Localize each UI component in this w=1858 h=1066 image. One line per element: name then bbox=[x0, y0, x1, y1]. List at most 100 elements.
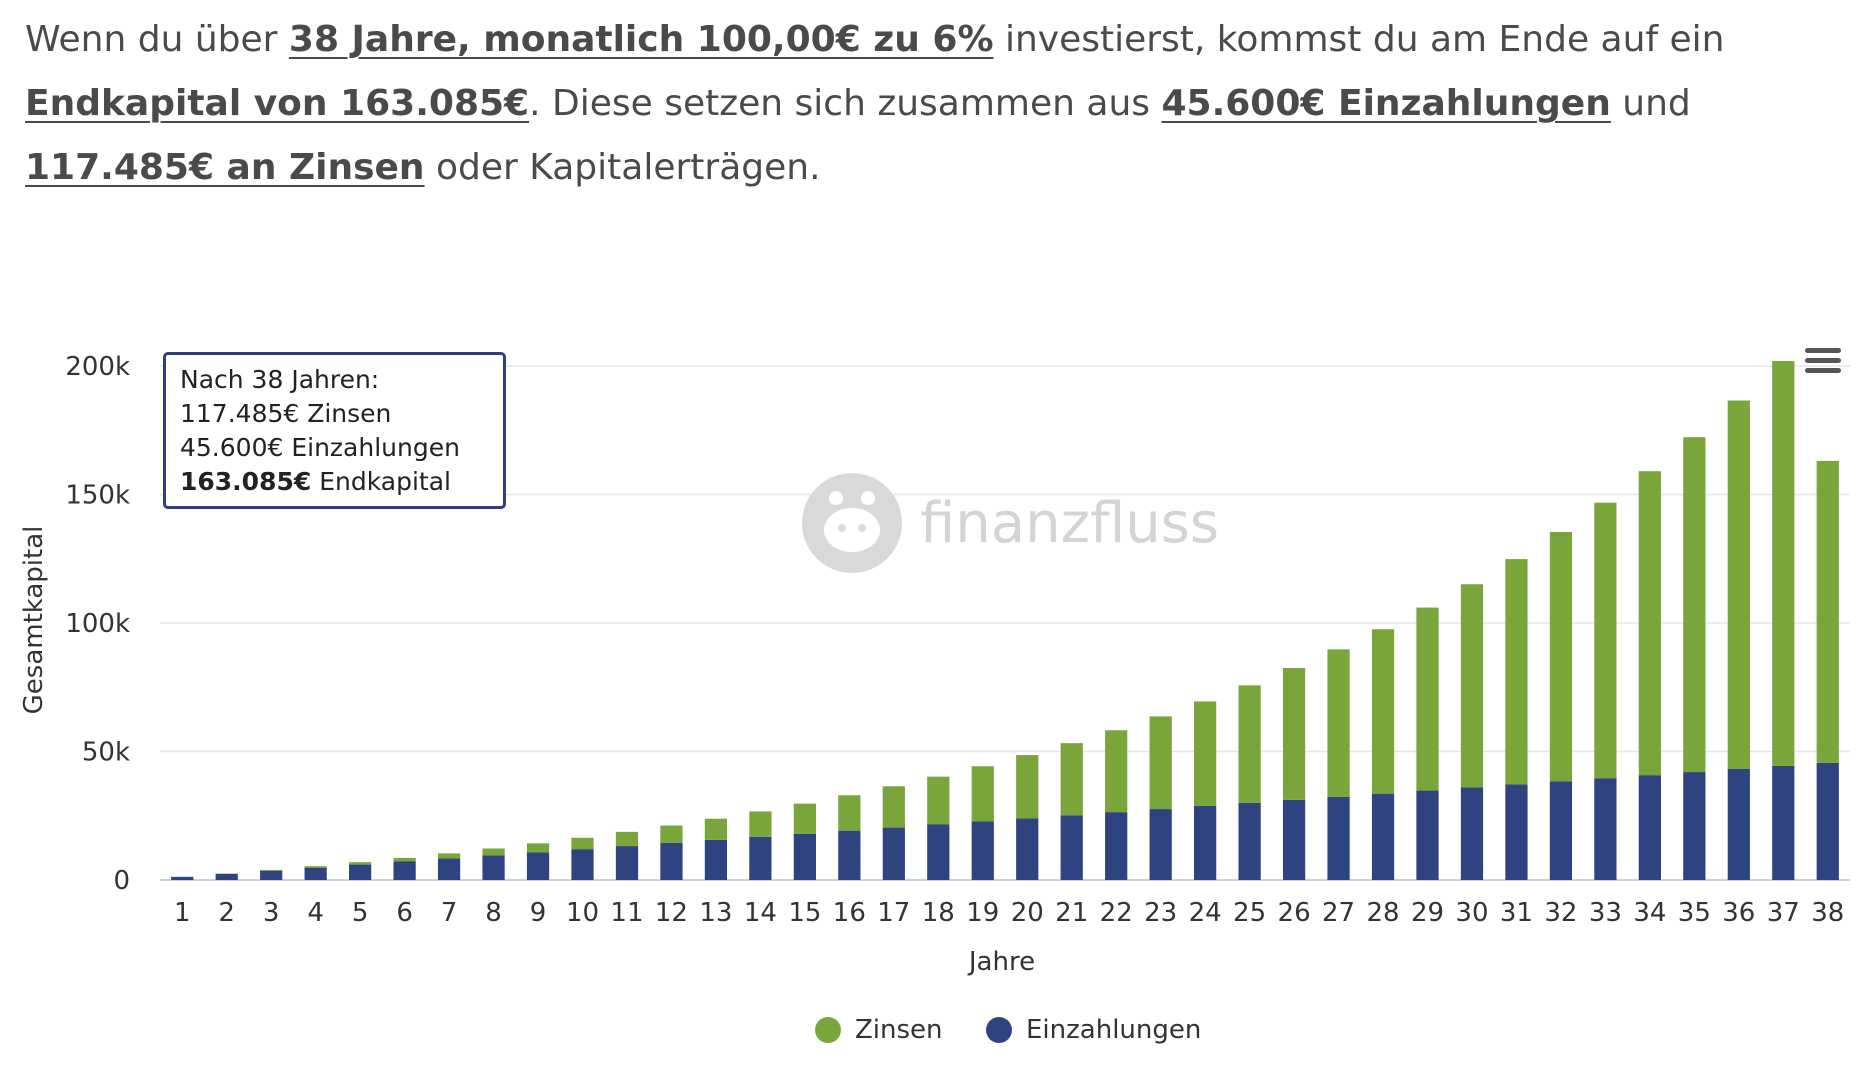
bar-zinsen[interactable] bbox=[1460, 584, 1484, 788]
bar-zinsen[interactable] bbox=[1772, 360, 1795, 766]
summary-link-endkapital[interactable]: Endkapital von 163.085€ bbox=[25, 83, 530, 124]
tooltip-total-label: Endkapital bbox=[311, 467, 451, 496]
x-tick-label: 32 bbox=[1544, 898, 1577, 928]
bar-einzahlungen[interactable] bbox=[1816, 762, 1839, 880]
bar-zinsen[interactable] bbox=[1105, 730, 1128, 813]
bar-zinsen[interactable] bbox=[1638, 471, 1661, 776]
bar-einzahlungen[interactable] bbox=[304, 867, 327, 880]
legend-item-einzahlungen[interactable]: Einzahlungen bbox=[986, 1015, 1201, 1045]
bar-einzahlungen[interactable] bbox=[749, 836, 772, 880]
summary-part-3: . Diese setzen sich zusammen aus bbox=[529, 83, 1162, 124]
bar-zinsen[interactable] bbox=[793, 803, 816, 834]
bar-einzahlungen[interactable] bbox=[1460, 787, 1484, 880]
bar-einzahlungen[interactable] bbox=[482, 855, 505, 880]
bar-zinsen[interactable] bbox=[971, 766, 994, 822]
bar-einzahlungen[interactable] bbox=[1371, 793, 1395, 880]
bar-zinsen[interactable] bbox=[1016, 755, 1039, 819]
x-tick-label: 4 bbox=[307, 898, 324, 928]
bar-zinsen[interactable] bbox=[615, 831, 639, 847]
x-tick-label: 22 bbox=[1100, 898, 1133, 928]
chart-legend: Zinsen Einzahlungen bbox=[0, 1015, 1858, 1055]
bar-einzahlungen[interactable] bbox=[171, 876, 194, 880]
legend-dot-einzahlungen bbox=[986, 1017, 1012, 1043]
x-tick-label: 21 bbox=[1055, 898, 1088, 928]
bar-zinsen[interactable] bbox=[1683, 437, 1706, 773]
bar-einzahlungen[interactable] bbox=[704, 839, 728, 880]
bar-einzahlungen[interactable] bbox=[1149, 809, 1172, 880]
bar-zinsen[interactable] bbox=[1505, 559, 1528, 785]
bar-zinsen[interactable] bbox=[1282, 668, 1306, 800]
bar-einzahlungen[interactable] bbox=[1505, 784, 1528, 880]
x-tick-label: 18 bbox=[922, 898, 955, 928]
bar-zinsen[interactable] bbox=[1194, 701, 1217, 806]
bar-einzahlungen[interactable] bbox=[1016, 818, 1039, 880]
tooltip-line-4: 163.085€ Endkapital bbox=[180, 465, 489, 499]
bar-zinsen[interactable] bbox=[1149, 716, 1172, 810]
bar-einzahlungen[interactable] bbox=[1060, 815, 1083, 880]
bar-zinsen[interactable] bbox=[1416, 607, 1439, 791]
x-tick-label: 14 bbox=[744, 898, 777, 928]
bar-einzahlungen[interactable] bbox=[437, 858, 461, 880]
bar-einzahlungen[interactable] bbox=[571, 849, 594, 880]
bar-zinsen[interactable] bbox=[393, 857, 416, 862]
bar-einzahlungen[interactable] bbox=[1683, 772, 1706, 880]
bar-zinsen[interactable] bbox=[1594, 502, 1617, 779]
bar-einzahlungen[interactable] bbox=[927, 824, 950, 880]
bar-einzahlungen[interactable] bbox=[1416, 790, 1439, 880]
bar-einzahlungen[interactable] bbox=[1772, 765, 1795, 880]
bar-einzahlungen[interactable] bbox=[1638, 775, 1661, 880]
summary-link-zinsen[interactable]: 117.485€ an Zinsen bbox=[25, 147, 425, 188]
bar-zinsen[interactable] bbox=[526, 843, 550, 853]
bar-einzahlungen[interactable] bbox=[1194, 805, 1217, 880]
x-tick-label: 11 bbox=[610, 898, 643, 928]
summary-part-1: Wenn du über bbox=[25, 19, 289, 60]
bar-einzahlungen[interactable] bbox=[660, 842, 683, 880]
bar-zinsen[interactable] bbox=[571, 837, 594, 850]
bar-zinsen[interactable] bbox=[1816, 460, 1839, 763]
bar-einzahlungen[interactable] bbox=[1594, 778, 1617, 880]
bar-zinsen[interactable] bbox=[749, 811, 772, 837]
y-axis-title: Gesamtkapital bbox=[19, 526, 49, 715]
bar-einzahlungen[interactable] bbox=[260, 870, 283, 880]
bar-zinsen[interactable] bbox=[1060, 743, 1083, 816]
x-tick-label: 31 bbox=[1500, 898, 1533, 928]
bar-einzahlungen[interactable] bbox=[215, 873, 238, 880]
bar-zinsen[interactable] bbox=[660, 825, 683, 843]
bar-einzahlungen[interactable] bbox=[971, 821, 994, 880]
x-tick-label: 9 bbox=[530, 898, 547, 928]
bar-zinsen[interactable] bbox=[882, 786, 905, 828]
legend-item-zinsen[interactable]: Zinsen bbox=[815, 1015, 943, 1045]
bar-zinsen[interactable] bbox=[304, 866, 327, 868]
bar-zinsen[interactable] bbox=[1727, 400, 1750, 769]
bar-einzahlungen[interactable] bbox=[1282, 799, 1306, 880]
bar-zinsen[interactable] bbox=[260, 869, 283, 871]
bar-einzahlungen[interactable] bbox=[1327, 796, 1350, 880]
bar-einzahlungen[interactable] bbox=[1549, 781, 1573, 880]
bar-einzahlungen[interactable] bbox=[393, 861, 416, 880]
bar-einzahlungen[interactable] bbox=[882, 827, 905, 880]
bar-zinsen[interactable] bbox=[1549, 531, 1573, 782]
bar-einzahlungen[interactable] bbox=[615, 846, 639, 880]
bar-einzahlungen[interactable] bbox=[1105, 812, 1128, 880]
bar-zinsen[interactable] bbox=[1238, 685, 1261, 803]
y-tick-label: 50k bbox=[82, 738, 130, 768]
bar-einzahlungen[interactable] bbox=[349, 864, 372, 880]
bar-zinsen[interactable] bbox=[349, 862, 372, 865]
summary-link-duration-rate[interactable]: 38 Jahre, monatlich 100,00€ zu 6% bbox=[288, 19, 994, 60]
bar-zinsen[interactable] bbox=[704, 818, 728, 840]
bar-zinsen[interactable] bbox=[482, 848, 505, 856]
bar-zinsen[interactable] bbox=[437, 853, 461, 859]
summary-link-einzahlungen[interactable]: 45.600€ Einzahlungen bbox=[1161, 83, 1611, 124]
bar-zinsen[interactable] bbox=[838, 795, 861, 831]
bar-einzahlungen[interactable] bbox=[526, 852, 550, 880]
x-tick-label: 34 bbox=[1633, 898, 1666, 928]
bar-einzahlungen[interactable] bbox=[838, 830, 861, 880]
bar-zinsen[interactable] bbox=[1327, 649, 1350, 797]
bar-einzahlungen[interactable] bbox=[793, 833, 816, 880]
bar-einzahlungen[interactable] bbox=[1238, 802, 1261, 880]
bar-einzahlungen[interactable] bbox=[1727, 768, 1750, 880]
chart-menu-hamburger-icon[interactable] bbox=[1805, 348, 1841, 378]
bar-zinsen[interactable] bbox=[1371, 629, 1395, 794]
x-tick-label: 5 bbox=[352, 898, 369, 928]
bar-zinsen[interactable] bbox=[927, 776, 950, 825]
